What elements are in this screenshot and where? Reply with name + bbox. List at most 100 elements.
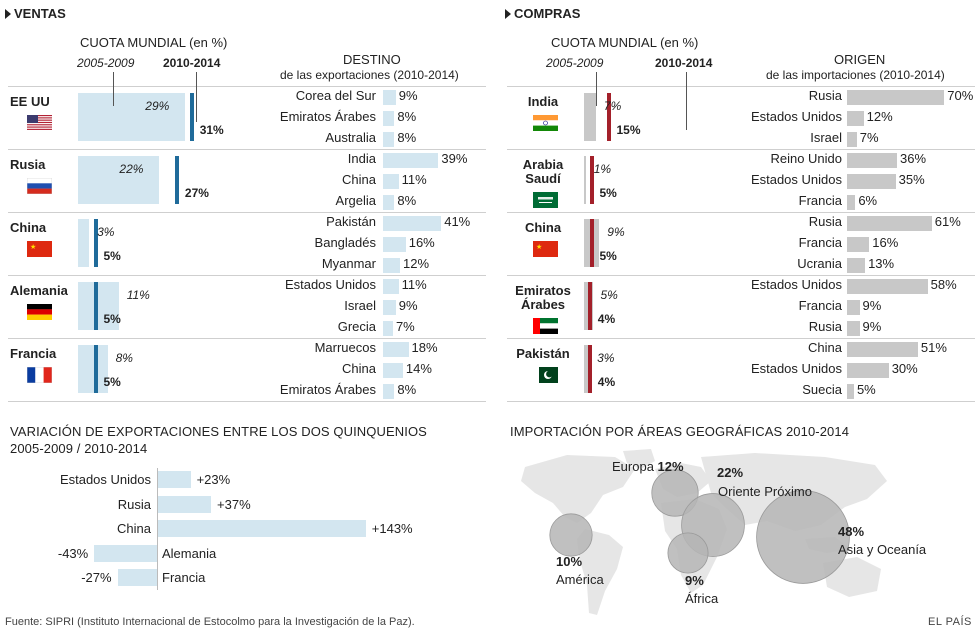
partner-name: Ucrania xyxy=(797,256,842,271)
period-connector xyxy=(686,72,687,130)
partner-value: 8% xyxy=(397,382,417,397)
share-label-2010-2014: 15% xyxy=(616,123,641,137)
share-marker-2010-2014 xyxy=(189,93,194,141)
partner-bar xyxy=(847,279,928,294)
flag-de-icon xyxy=(27,304,52,325)
partner-name: Estados Unidos xyxy=(750,109,842,124)
partner-value: 9% xyxy=(862,319,882,334)
country-name-line: Rusia xyxy=(10,157,46,172)
label-asia-pct: 48% xyxy=(838,524,865,539)
variation-country: China xyxy=(117,521,151,536)
partner-value: 70% xyxy=(947,88,974,103)
partner-value: 7% xyxy=(395,319,415,334)
share-marker-2010-2014 xyxy=(93,345,98,393)
country-name: Emiratos Árabes xyxy=(508,284,578,312)
partner-value: 39% xyxy=(441,151,468,166)
partner-bar xyxy=(383,384,395,399)
label-america-name: América xyxy=(556,572,604,587)
variation-bar xyxy=(157,471,191,488)
partner-value: 8% xyxy=(397,193,417,208)
partner-name: Myanmar xyxy=(321,256,376,271)
partner-value: 30% xyxy=(891,361,918,376)
partner-bar xyxy=(847,384,854,399)
share-bar-2005-2009 xyxy=(584,345,590,393)
triangle-icon xyxy=(5,9,11,19)
partner-value: 35% xyxy=(898,172,925,187)
partner-name: Argelia xyxy=(335,193,376,208)
country-name-line: Arabia xyxy=(522,157,564,172)
period-connector xyxy=(596,72,597,106)
partner-bar xyxy=(847,195,856,210)
share-marker-2010-2014 xyxy=(93,282,98,330)
partner-value: 6% xyxy=(858,193,878,208)
partner-name: Estados Unidos xyxy=(750,361,842,376)
share-label-2010-2014: 5% xyxy=(103,249,121,263)
variation-value: +37% xyxy=(217,496,251,512)
world-map xyxy=(521,449,887,615)
ventas-period-new: 2010-2014 xyxy=(163,56,221,70)
svg-text:★: ★ xyxy=(30,243,36,251)
partner-bar xyxy=(383,300,396,315)
share-bar-2005-2009 xyxy=(78,345,108,393)
partner-value: 12% xyxy=(866,109,893,124)
partner-bar xyxy=(383,258,401,273)
compras-period-old: 2005-2009 xyxy=(546,56,604,70)
share-marker-2010-2014 xyxy=(589,219,594,267)
variation-country: Francia xyxy=(162,570,206,585)
partner-name: China xyxy=(342,361,376,376)
row-separator xyxy=(507,86,975,87)
partner-bar xyxy=(847,321,860,336)
partner-bar xyxy=(383,90,396,105)
share-bar-2005-2009 xyxy=(78,156,160,204)
ventas-title: VENTAS xyxy=(5,6,66,21)
share-marker-2010-2014 xyxy=(587,345,592,393)
partner-value: 61% xyxy=(934,214,961,229)
label-africa-pct: 9% xyxy=(685,573,704,588)
compras-title: COMPRAS xyxy=(505,6,580,21)
partner-value: 9% xyxy=(398,298,418,313)
share-label-2005-2009: 5% xyxy=(600,288,618,302)
partner-name: Bangladés xyxy=(314,235,376,250)
share-label-2005-2009: 22% xyxy=(119,162,144,176)
partner-bar xyxy=(383,321,393,336)
partner-value: 11% xyxy=(401,172,427,187)
partner-name: Marruecos xyxy=(314,340,376,355)
share-marker-2010-2014 xyxy=(589,156,594,204)
flag-cn-icon: ★ xyxy=(533,241,558,262)
partner-bar xyxy=(383,153,439,168)
partner-bar xyxy=(383,216,442,231)
share-marker-2010-2014 xyxy=(587,282,592,330)
flag-ru-icon xyxy=(26,177,53,199)
partner-bar xyxy=(383,279,399,294)
ventas-period-old: 2005-2009 xyxy=(77,56,135,70)
row-separator xyxy=(8,338,486,339)
partner-value: 12% xyxy=(403,256,430,271)
partner-bar xyxy=(847,258,866,273)
flag-sa-icon xyxy=(533,192,558,213)
partner-value: 7% xyxy=(859,130,879,145)
row-separator xyxy=(507,401,975,402)
share-label-2010-2014: 5% xyxy=(103,375,121,389)
flag-in-icon xyxy=(533,115,558,136)
bubble-asia-y-oceanía xyxy=(756,490,850,584)
svg-text:★: ★ xyxy=(536,243,542,251)
partner-bar xyxy=(847,174,896,189)
label-oriente-pct: 22% xyxy=(717,465,744,480)
partner-value: 51% xyxy=(920,340,947,355)
partner-name: Francia xyxy=(798,235,842,250)
partner-bar xyxy=(847,132,857,147)
map-south-america xyxy=(577,529,623,615)
partner-value: 14% xyxy=(405,361,432,376)
country-name-line: India xyxy=(527,94,559,109)
flag-cn-icon: ★ xyxy=(27,241,52,262)
share-label-2010-2014: 5% xyxy=(599,186,617,200)
variacion-title: VARIACIÓN DE EXPORTACIONES ENTRE LOS DOS… xyxy=(10,424,427,439)
partner-name: Suecia xyxy=(802,382,842,397)
country-name-line: China xyxy=(524,220,562,235)
partner-name: China xyxy=(342,172,376,187)
variation-country: Rusia xyxy=(117,496,151,512)
footer-brand: EL PAÍS xyxy=(928,616,972,628)
variation-bar xyxy=(94,544,157,562)
country-name: Francia xyxy=(10,347,80,361)
row-separator xyxy=(8,86,486,87)
